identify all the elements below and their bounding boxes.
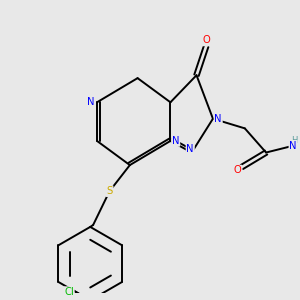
Text: Cl: Cl [64, 287, 74, 297]
Text: O: O [202, 35, 210, 46]
Text: N: N [187, 144, 194, 154]
Text: H: H [291, 136, 298, 145]
Text: N: N [87, 97, 94, 107]
Text: S: S [106, 186, 113, 196]
Text: N: N [172, 136, 179, 146]
Text: N: N [290, 141, 297, 151]
Text: N: N [214, 114, 222, 124]
Text: O: O [234, 166, 242, 176]
